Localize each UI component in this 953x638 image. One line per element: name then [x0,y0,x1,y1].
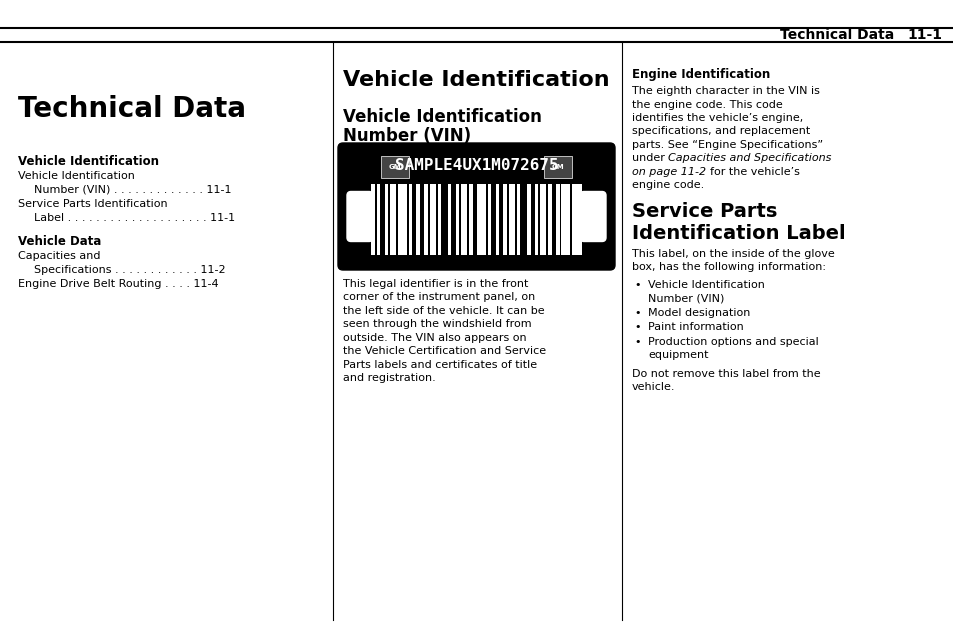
Text: parts. See “Engine Specifications”: parts. See “Engine Specifications” [631,140,822,150]
Bar [485,184,487,255]
Text: corner of the instrument panel, on: corner of the instrument panel, on [343,292,535,302]
Bar [380,156,409,178]
Bar [530,184,535,255]
Text: vehicle.: vehicle. [631,383,675,392]
Bar [551,184,556,255]
Text: Vehicle Data: Vehicle Data [18,235,101,248]
Text: on page 11-2: on page 11-2 [631,167,709,177]
Text: Production options and special: Production options and special [647,337,818,347]
Text: Number (VIN): Number (VIN) [647,293,723,304]
Bar [459,184,461,255]
Text: and registration.: and registration. [343,373,436,383]
Bar [412,184,416,255]
Text: Do not remove this label from the: Do not remove this label from the [631,369,820,379]
Text: seen through the windshield from: seen through the windshield from [343,320,531,329]
Bar [559,184,561,255]
Bar [371,184,581,255]
Text: Number (VIN) . . . . . . . . . . . . . 11-1: Number (VIN) . . . . . . . . . . . . . 1… [34,185,232,195]
Text: GM: GM [551,164,564,170]
Bar [506,184,508,255]
Bar [537,184,539,255]
Text: •: • [634,308,639,318]
Text: Specifications . . . . . . . . . . . . 11-2: Specifications . . . . . . . . . . . . 1… [34,265,226,275]
Text: Engine Drive Belt Routing . . . . 11-4: Engine Drive Belt Routing . . . . 11-4 [18,279,218,289]
Text: Technical Data: Technical Data [779,28,893,42]
Text: This label, on the inside of the glove: This label, on the inside of the glove [631,249,834,259]
Bar [515,184,517,255]
Text: outside. The VIN also appears on: outside. The VIN also appears on [343,333,526,343]
Text: box, has the following information:: box, has the following information: [631,262,825,272]
Text: Service Parts: Service Parts [631,202,777,221]
Text: GM: GM [388,164,401,170]
Text: •: • [634,322,639,332]
Bar [427,184,429,255]
Text: Engine Identification: Engine Identification [631,68,769,81]
Text: identifies the vehicle’s engine,: identifies the vehicle’s engine, [631,113,802,123]
Text: Vehicle Identification: Vehicle Identification [18,155,159,168]
Bar [375,184,376,255]
Bar [519,184,527,255]
Bar [388,184,390,255]
Bar [543,156,572,178]
Text: Capacities and: Capacities and [18,251,100,261]
Text: Label . . . . . . . . . . . . . . . . . . . . 11-1: Label . . . . . . . . . . . . . . . . . … [34,213,234,223]
Text: •: • [634,280,639,290]
Text: Model designation: Model designation [647,308,750,318]
Text: •: • [634,337,639,347]
Bar [467,184,469,255]
Text: Service Parts Identification: Service Parts Identification [18,199,168,209]
Text: for the vehicle’s: for the vehicle’s [709,167,799,177]
Bar [419,184,424,255]
FancyBboxPatch shape [337,143,615,270]
Text: This legal identifier is in the front: This legal identifier is in the front [343,279,528,289]
Bar [491,184,495,255]
Text: the engine code. This code: the engine code. This code [631,100,781,110]
FancyBboxPatch shape [579,191,605,242]
Text: Parts labels and certificates of title: Parts labels and certificates of title [343,360,537,370]
FancyBboxPatch shape [347,191,373,242]
Text: engine code.: engine code. [631,181,703,191]
Text: Vehicle Identification: Vehicle Identification [647,280,764,290]
Text: The eighth character in the VIN is: The eighth character in the VIN is [631,86,819,96]
Bar [380,184,384,255]
Text: Paint information: Paint information [647,322,743,332]
Bar [498,184,503,255]
Text: the left side of the vehicle. It can be: the left side of the vehicle. It can be [343,306,544,316]
Text: under: under [631,154,668,163]
Text: the Vehicle Certification and Service: the Vehicle Certification and Service [343,346,545,357]
Text: Vehicle Identification: Vehicle Identification [343,108,541,126]
Text: Identification Label: Identification Label [631,224,844,243]
Bar [406,184,408,255]
Bar [436,184,437,255]
Bar [472,184,476,255]
Bar [570,184,572,255]
Text: Number (VIN): Number (VIN) [343,127,471,145]
Bar [395,184,397,255]
Bar [546,184,548,255]
Text: Vehicle Identification: Vehicle Identification [343,70,609,90]
Bar [440,184,448,255]
Text: Technical Data: Technical Data [18,95,246,123]
Bar [451,184,456,255]
Text: Vehicle Identification: Vehicle Identification [18,171,134,181]
Text: 11-1: 11-1 [906,28,941,42]
Text: equipment: equipment [647,350,708,360]
Text: specifications, and replacement: specifications, and replacement [631,126,809,137]
Text: Capacities and Specifications: Capacities and Specifications [668,154,831,163]
Text: SAMPLE4UX1M072675: SAMPLE4UX1M072675 [395,158,558,174]
